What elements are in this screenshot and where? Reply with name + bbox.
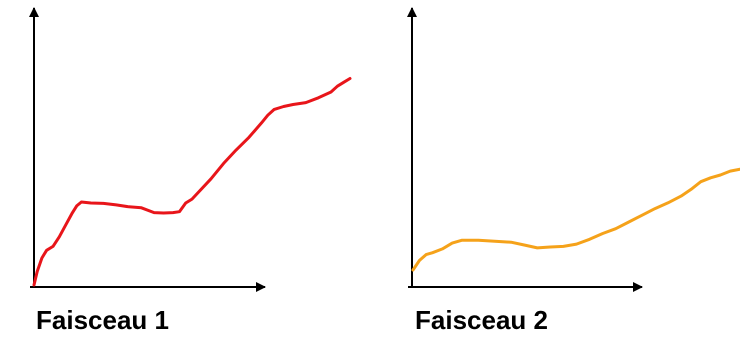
chart-title-1: Faisceau 1 <box>36 305 169 335</box>
panel-faisceau-1 <box>29 7 352 292</box>
chart-title-2: Faisceau 2 <box>415 305 548 335</box>
series-line-2 <box>411 167 740 272</box>
series-line-1 <box>32 77 352 287</box>
panel-faisceau-2 <box>407 7 740 292</box>
